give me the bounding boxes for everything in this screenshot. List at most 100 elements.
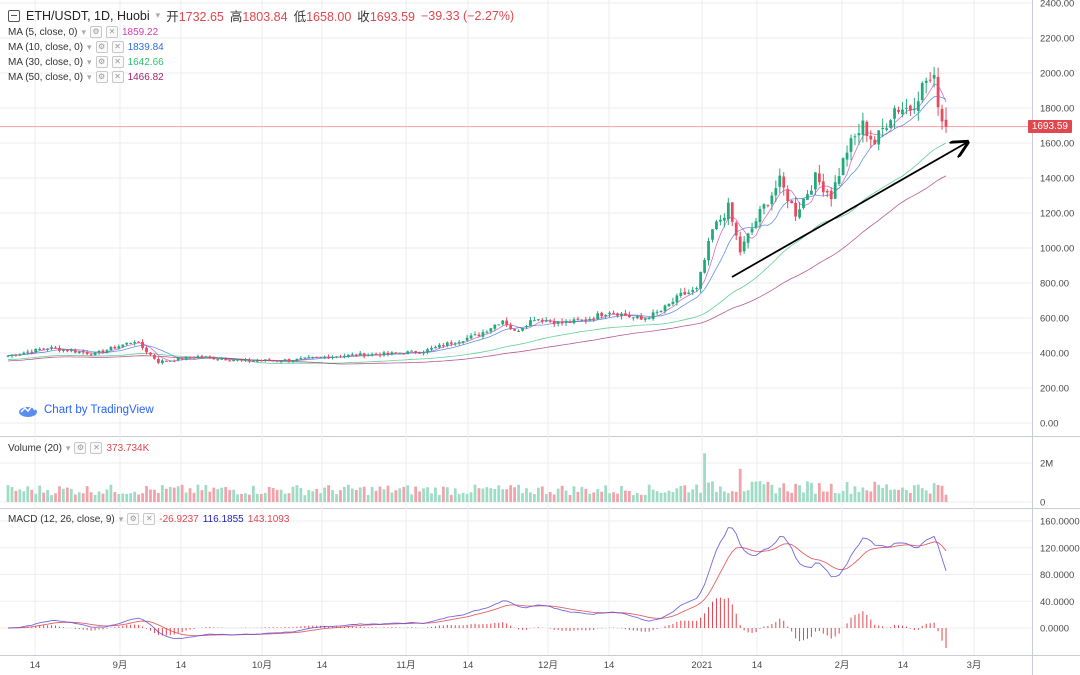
volume-bar — [275, 489, 279, 502]
candle-body — [865, 121, 869, 137]
volume-bar — [339, 490, 342, 502]
candle — [6, 355, 10, 358]
volume-legend[interactable]: Volume (20) ▾ ⚙ ✕ 373.734K — [8, 442, 149, 454]
volume-bar — [897, 489, 900, 502]
candle — [46, 348, 49, 352]
volume-bar — [556, 488, 560, 502]
candle — [825, 189, 829, 198]
volume-bar — [679, 486, 683, 502]
indicator-label: MA (10, close, 0) — [8, 41, 84, 53]
settings-icon[interactable]: ⚙ — [127, 513, 140, 525]
candle — [770, 191, 774, 211]
candle — [10, 354, 14, 358]
volume-bar — [69, 488, 73, 502]
volume-bar — [865, 490, 869, 502]
volume-bar — [192, 492, 196, 502]
volume-bar — [6, 485, 10, 502]
volume-bar — [477, 488, 481, 502]
candle — [307, 354, 311, 359]
volume-bar — [786, 491, 790, 502]
candle-body — [184, 356, 188, 360]
candle-body — [734, 222, 738, 236]
time-axis-label: 2月 — [835, 660, 850, 671]
volume-bar — [176, 486, 180, 502]
volume-bar — [271, 488, 275, 502]
price-axis-label: 2400.00 — [1040, 0, 1074, 10]
volume-bar — [707, 482, 710, 502]
candle-body — [920, 82, 924, 101]
settings-icon[interactable]: ⚙ — [95, 56, 108, 68]
settings-icon[interactable]: ⚙ — [95, 71, 108, 83]
chevron-down-icon[interactable]: ▾ — [87, 56, 92, 67]
volume-bar — [833, 493, 837, 502]
time-axis-label: 14 — [176, 660, 187, 671]
candle — [924, 77, 928, 94]
candle — [683, 287, 687, 296]
candle-body — [786, 189, 790, 202]
candle — [394, 352, 398, 354]
time-axis-label: 2021 — [691, 660, 712, 671]
close-icon[interactable]: ✕ — [111, 41, 124, 53]
ma5-legend[interactable]: MA (5, close, 0) ▾ ⚙ ✕ 1859.22 — [8, 26, 158, 38]
ma30-legend[interactable]: MA (30, close, 0) ▾ ⚙ ✕ 1642.66 — [8, 56, 164, 68]
chevron-down-icon[interactable]: ▾ — [118, 513, 124, 524]
candle — [220, 357, 224, 360]
volume-bar — [798, 485, 801, 502]
candle — [279, 361, 283, 364]
candle — [489, 327, 493, 334]
ma10-legend[interactable]: MA (10, close, 0) ▾ ⚙ ✕ 1839.84 — [8, 41, 164, 53]
settings-icon[interactable]: ⚙ — [74, 442, 87, 454]
collapse-icon[interactable] — [8, 9, 20, 22]
chevron-down-icon[interactable]: ▾ — [87, 71, 92, 82]
candle — [473, 331, 477, 336]
candle-body — [651, 312, 655, 319]
tradingview-link[interactable]: Chart by TradingView — [18, 403, 154, 417]
chevron-down-icon[interactable]: ▾ — [81, 26, 86, 37]
volume-bar — [810, 482, 813, 502]
chevron-down-icon[interactable]: ▾ — [155, 10, 161, 20]
volume-bar — [42, 492, 46, 502]
close-icon[interactable]: ✕ — [90, 442, 103, 454]
settings-icon[interactable]: ⚙ — [90, 26, 102, 38]
candle-body — [81, 351, 85, 353]
candle — [719, 215, 722, 226]
volume-bar — [390, 492, 394, 502]
volume-bar — [616, 493, 619, 502]
volume-bar — [564, 490, 568, 502]
volume-bar — [552, 494, 556, 502]
volume-bar — [73, 494, 77, 502]
candle-body — [275, 360, 279, 362]
candle — [576, 316, 580, 321]
candle-body — [236, 359, 239, 361]
chevron-down-icon[interactable]: ▾ — [65, 442, 71, 453]
candle — [85, 350, 89, 356]
volume-bar — [908, 492, 912, 502]
close-icon[interactable]: ✕ — [111, 71, 124, 83]
volume-bar — [164, 488, 168, 502]
volume-bar — [675, 488, 679, 502]
price-axis-label: 1600.00 — [1040, 139, 1074, 150]
settings-icon[interactable]: ⚙ — [95, 41, 108, 53]
chevron-down-icon[interactable]: ▾ — [87, 41, 92, 52]
volume-bar — [184, 492, 188, 502]
candle-body — [588, 319, 592, 321]
candle-body — [584, 319, 588, 321]
candle — [540, 317, 544, 324]
candle — [315, 356, 319, 358]
ma50-legend[interactable]: MA (50, close, 0) ▾ ⚙ ✕ 1466.82 — [8, 71, 164, 83]
close-icon[interactable]: ✕ — [111, 56, 124, 68]
candle-body — [38, 348, 42, 350]
volume-bar — [418, 491, 421, 502]
candle — [398, 352, 402, 355]
candle-body — [240, 359, 243, 361]
close-icon[interactable]: ✕ — [106, 26, 118, 38]
candle — [707, 237, 710, 266]
candle-body — [228, 360, 232, 362]
candle-body — [901, 109, 904, 115]
close-icon[interactable]: ✕ — [143, 513, 156, 525]
volume-bar — [327, 485, 330, 502]
macd-legend[interactable]: MACD (12, 26, close, 9) ▾ ⚙ ✕ -26.9237 1… — [8, 513, 289, 525]
candle — [620, 311, 623, 320]
candle-body — [730, 202, 734, 222]
